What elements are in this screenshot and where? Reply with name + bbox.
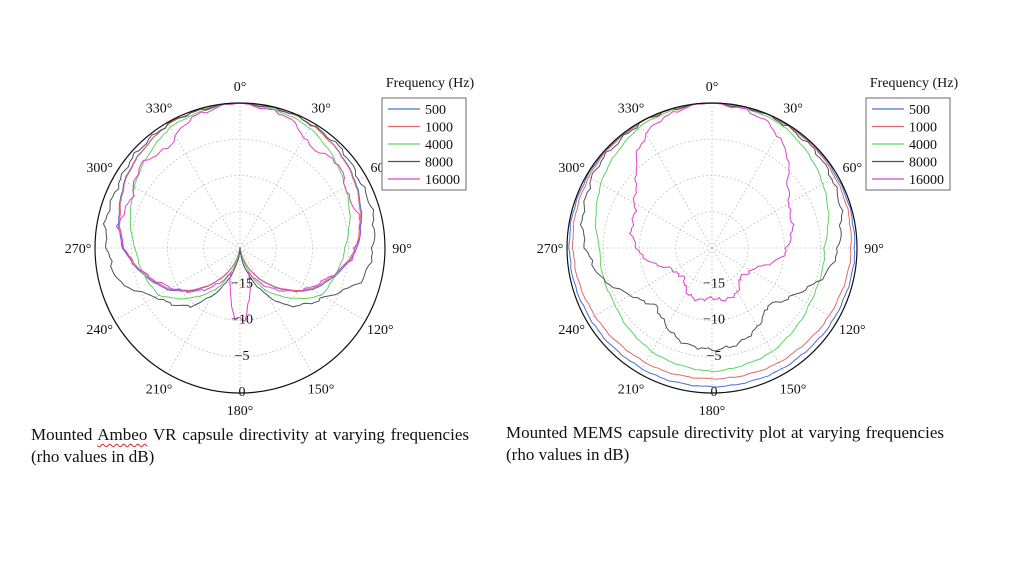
angle-tick-label: 300°: [86, 161, 113, 176]
angle-tick-label: 180°: [227, 404, 254, 419]
grid-spoke: [586, 247, 713, 321]
polar-plot-ambeo: 0°30°60°90°120°150°180°210°240°270°300°3…: [65, 76, 475, 419]
rho-tick-label: −15: [231, 276, 253, 291]
legend-label-16000: 16000: [909, 173, 944, 188]
grid-spoke: [639, 247, 713, 374]
angle-tick-label: 30°: [311, 102, 331, 117]
angle-tick-label: 90°: [864, 242, 884, 257]
legend-label-8000: 8000: [909, 156, 937, 171]
angle-tick-label: 120°: [839, 323, 866, 338]
series-line-8000: [102, 102, 376, 308]
legend-label-500: 500: [909, 103, 930, 118]
legend-label-16000: 16000: [425, 173, 460, 188]
series-line-4000: [129, 102, 351, 300]
angle-tick-label: 150°: [780, 382, 807, 397]
legend-title: Frequency (Hz): [386, 76, 475, 91]
angle-tick-label: 0°: [706, 80, 719, 95]
legend-label-4000: 4000: [909, 138, 937, 153]
angle-tick-label: 120°: [367, 323, 394, 338]
series-line-8000: [579, 102, 844, 352]
angle-tick-label: 210°: [146, 382, 173, 397]
rho-tick-label: 0: [239, 385, 246, 400]
polar-plot-mems: 0° 30° 60° 90° 120° 150° 180° 210° 240° 270° 300° 3…: [537, 76, 959, 419]
angle-tick-label: 90°: [392, 242, 412, 257]
angle-tick-label: 240°: [86, 323, 113, 338]
grid-spoke: [711, 247, 785, 374]
grid-spoke: [239, 175, 366, 249]
series-line-1000: [571, 102, 852, 380]
outer-circle: [94, 102, 386, 394]
rho-tick-label: −5: [235, 349, 250, 364]
series-line-500: [568, 102, 856, 388]
legend-title: Frequency (Hz): [870, 76, 959, 91]
grid-spoke: [711, 247, 838, 321]
angle-tick-label: 210°: [618, 382, 645, 397]
grid-spoke: [239, 247, 313, 374]
grid-spoke: [586, 175, 713, 249]
caption-ambeo-start: Mounted: [31, 425, 98, 444]
grid-spoke: [711, 175, 838, 249]
series-line-16000: [115, 102, 361, 322]
angle-tick-label: 30°: [783, 102, 803, 117]
grid-spoke: [239, 122, 313, 249]
angle-tick-label: 150°: [308, 382, 335, 397]
series-line-4000: [594, 102, 830, 373]
angle-tick-label: 0°: [234, 80, 247, 95]
rho-tick-label: −10: [231, 313, 253, 328]
grid-spoke: [114, 247, 241, 321]
angle-tick-label: 180°: [699, 404, 726, 419]
series-line-16000: [629, 102, 795, 302]
grid-spoke: [167, 122, 241, 249]
legend-label-500: 500: [425, 103, 446, 118]
rho-tick-label: 0: [711, 385, 718, 400]
grid-spoke: [711, 122, 785, 249]
grid-spoke: [639, 122, 713, 249]
rho-tick-label: −15: [703, 276, 725, 291]
rho-tick-label: −10: [703, 313, 725, 328]
caption-ambeo: Mounted Ambeo VR capsule directivity at …: [31, 424, 469, 468]
angle-tick-label: 330°: [146, 102, 173, 117]
legend-label-1000: 1000: [425, 121, 453, 136]
rho-tick-label: −5: [707, 349, 722, 364]
caption-ambeo-spellcheck-word: Ambeo: [97, 425, 148, 444]
grid-spoke: [114, 175, 241, 249]
grid-spoke: [239, 247, 366, 321]
legend-label-1000: 1000: [909, 121, 937, 136]
legend-label-4000: 4000: [425, 138, 453, 153]
angle-tick-label: 330°: [618, 102, 645, 117]
angle-tick-label: 240°: [558, 323, 585, 338]
outer-circle: [566, 102, 858, 394]
angle-tick-label: 270°: [537, 242, 564, 257]
angle-tick-label: 60°: [842, 161, 862, 176]
grid-spoke: [167, 247, 241, 374]
caption-mems: Mounted MEMS capsule directivity plot at…: [506, 423, 944, 464]
angle-tick-label: 270°: [65, 242, 92, 257]
caption-ambeo-end: VR capsule directivity at varying freque…: [31, 425, 469, 466]
legend-label-8000: 8000: [425, 156, 453, 171]
angle-tick-label: 300°: [558, 161, 585, 176]
